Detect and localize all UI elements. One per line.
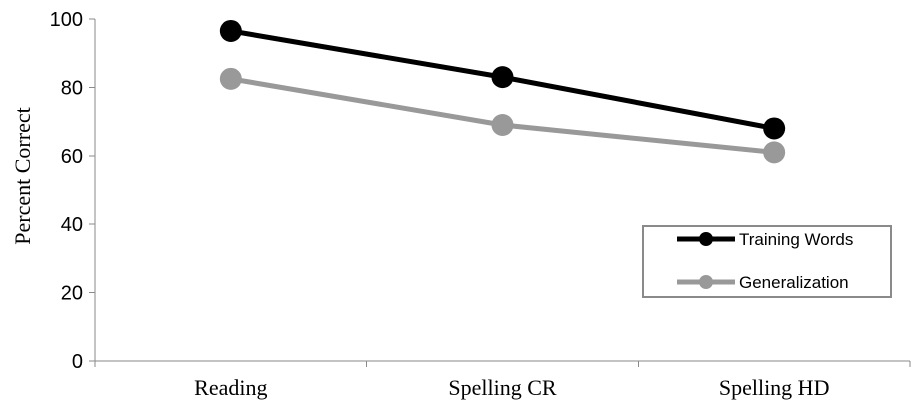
data-point: [491, 114, 514, 137]
x-tick-label: Reading: [194, 375, 267, 400]
y-axis-title: Percent Correct: [10, 107, 35, 244]
legend-item: Generalization: [677, 273, 849, 292]
legend-swatch-marker: [699, 275, 713, 289]
y-tick-label: 60: [61, 146, 83, 168]
y-tick-label: 80: [61, 77, 83, 99]
data-point: [763, 117, 786, 140]
legend-label: Generalization: [739, 273, 849, 292]
y-tick-label: 100: [50, 9, 83, 31]
legend-swatch-marker: [699, 232, 713, 246]
x-tick-label: Spelling CR: [448, 375, 557, 400]
series-generalization: [219, 67, 786, 164]
legend-label: Training Words: [739, 230, 853, 249]
data-point: [763, 141, 786, 164]
series-layer: [219, 19, 786, 164]
data-point: [491, 66, 514, 89]
data-point: [219, 19, 242, 42]
axes: 0 20 40 60 80 100 Reading Spelling CR Spelling H…: [50, 9, 911, 400]
series-training-words: [219, 19, 786, 140]
legend: Training Words Generalization: [642, 225, 892, 298]
y-tick-label: 0: [72, 351, 83, 373]
legend-item: Training Words: [677, 230, 853, 249]
data-point: [219, 67, 242, 90]
x-tick-label: Spelling HD: [719, 375, 830, 400]
y-tick-label: 40: [61, 214, 83, 236]
y-tick-label: 20: [61, 283, 83, 305]
